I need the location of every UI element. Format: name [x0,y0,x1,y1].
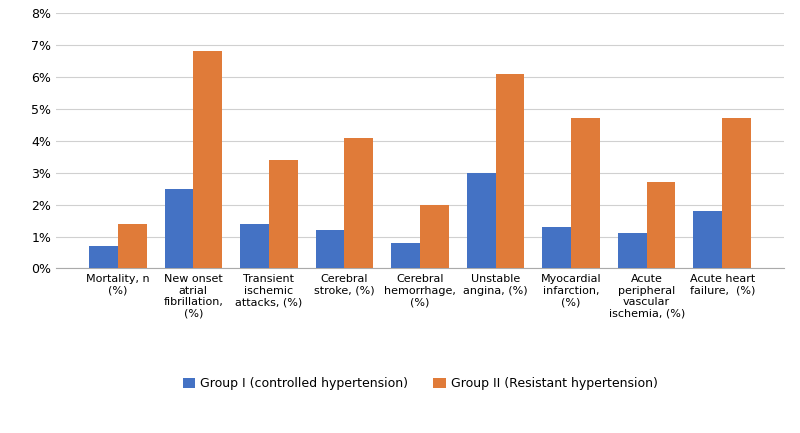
Bar [118,224,146,268]
Bar [495,74,524,268]
Bar [194,51,222,268]
Bar [618,233,646,268]
Bar [269,160,298,268]
Bar [571,118,600,268]
Bar [542,227,571,268]
Bar [391,243,420,268]
Bar [694,211,722,268]
Bar [646,182,675,268]
Bar [316,230,345,268]
Bar [89,246,118,268]
Bar [165,189,194,268]
Bar [240,224,269,268]
Bar [467,173,495,268]
Legend: Group I (controlled hypertension), Group II (Resistant hypertension): Group I (controlled hypertension), Group… [178,372,662,395]
Bar [345,138,373,268]
Bar [722,118,751,268]
Bar [420,205,449,268]
